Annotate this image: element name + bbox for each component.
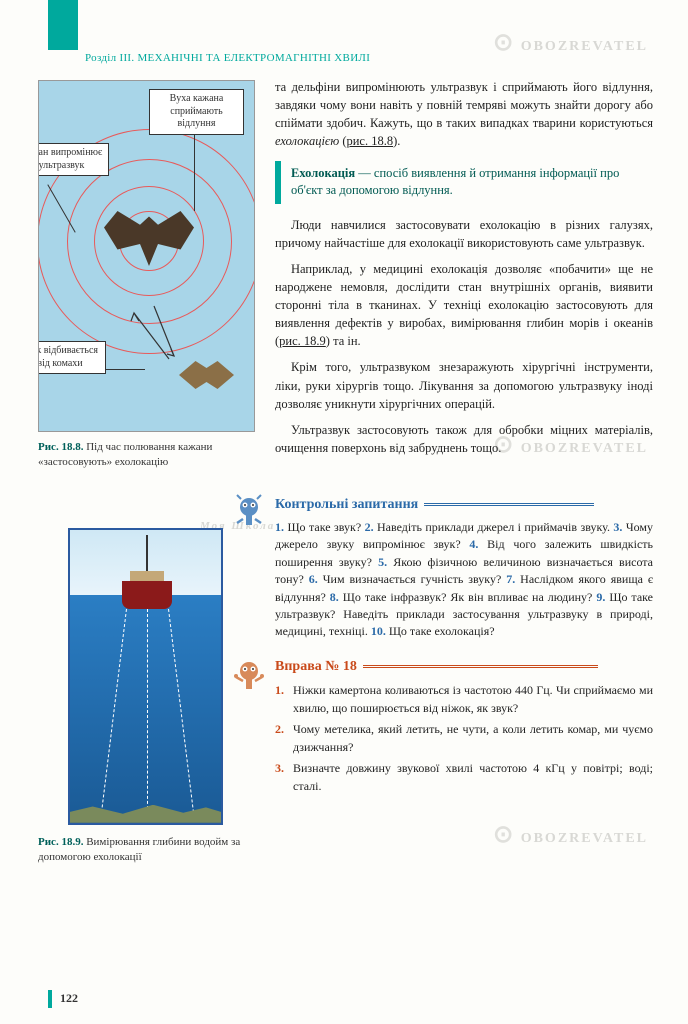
section-heading: Розділ III. МЕХАНІЧНІ ТА ЕЛЕКТРОМАГНІТНІ… [85,52,370,64]
figure-caption: Рис. 18.8. Під час полювання кажани «зас… [38,440,258,470]
sonar-beam [101,609,127,813]
exercise-text: Визначте довжину звукової хвилі частотою… [293,759,653,795]
question-number: 4. [469,537,487,551]
figure-18-9 [68,528,223,825]
question-number: 6. [309,572,323,586]
para-text: Крім того, ультразвуком знезаражують хір… [275,358,653,412]
figure-number: Рис. 18.9. [38,836,83,848]
textbook-page: Розділ III. МЕХАНІЧНІ ТА ЕЛЕКТРОМАГНІТНІ… [0,0,688,1024]
exercise-text: Ніжки камертона коливаються із частотою … [293,681,653,717]
para-text: Ультразвук застосовують також для обробк… [275,421,653,457]
ship-hull [122,581,172,609]
sonar-beam [147,609,148,814]
left-column: Вуха кажана сприймають відлуння Кажан ви… [38,80,258,892]
question-number: 2. [365,520,377,534]
question-text: Наведіть приклади джерел і приймачів зву… [377,520,613,534]
question-text: Що таке ехолокація? [389,624,495,638]
watermark-bot: ⊙ OBOZREVATEL [493,820,648,849]
paragraph: Крім того, ультразвуком знезаражують хір… [275,358,653,412]
definition-term: Ехолокація [291,166,355,180]
exercise-number: 1. [275,681,293,717]
right-column: та дельфіни випромінюють ультразвук і сп… [275,78,653,798]
question-text: Що таке звук? [287,520,364,534]
label-leader [105,369,145,370]
questions-section: Контрольні запитання 1. Що таке звук? 2.… [275,497,653,641]
para-text: Люди навчилися застосовувати ехолокацію … [275,216,653,252]
figure-label: Кажан випромінює ультразвук [39,143,109,176]
title-rule [363,665,598,668]
exercise-item: 2.Чому метелика, який летить, не чути, а… [275,720,653,756]
figure-label: Вуха кажана сприймають відлуння [149,89,244,135]
questions-body: 1. Що таке звук? 2. Наведіть приклади дж… [275,519,653,641]
question-number: 9. [596,590,609,604]
exercise-number: 3. [275,759,293,795]
paragraph: Люди навчилися застосовувати ехолокацію … [275,216,653,252]
para-text: та дельфіни випромінюють ультразвук і сп… [275,80,653,148]
question-text: Що таке інфразвук? Як він впливає на люд… [343,590,597,604]
question-number: 3. [613,520,625,534]
exercise-number: 2. [275,720,293,756]
para-text: Наприклад, у медицині ехолокація дозволя… [275,260,653,351]
exercise-text: Чому метелика, який летить, не чути, а к… [293,720,653,756]
sonar-beam [168,609,194,813]
page-number-accent [48,990,52,1008]
page-number: 122 [60,991,78,1006]
mascot-icon [233,657,265,693]
exercise-section: Вправа № 18 1.Ніжки камертона коливаютьс… [275,659,653,795]
paragraph: та дельфіни випромінюють ультразвук і сп… [275,78,653,151]
questions-title: Контрольні запитання [275,497,653,513]
exercise-title: Вправа № 18 [275,659,653,675]
exercise-list: 1.Ніжки камертона коливаються із частото… [275,681,653,795]
reflection-arrows [119,301,189,371]
question-number: 7. [506,572,520,586]
exercise-item: 3.Визначте довжину звукової хвилі частот… [275,759,653,795]
paragraph: Наприклад, у медицині ехолокація дозволя… [275,260,653,351]
watermark-top: ⊙ OBOZREVATEL [493,28,648,57]
question-number: 5. [378,555,393,569]
question-number: 1. [275,520,287,534]
paragraph: Ультразвук застосовують також для обробк… [275,421,653,457]
question-number: 10. [371,624,389,638]
mascot-icon [233,493,265,529]
figure-number: Рис. 18.8. [38,441,83,453]
ship-sea [70,595,221,823]
question-text: Чим визначається гучність звуку? [323,572,506,586]
header-accent-bar [48,0,78,50]
question-number: 8. [330,590,343,604]
figure-18-8: Вуха кажана сприймають відлуння Кажан ви… [38,80,255,432]
ship-mast [146,535,148,573]
title-rule [424,503,594,506]
seabed [70,805,221,823]
definition-block: Ехолокація — спосіб виявлення й отриманн… [275,161,653,204]
exercise-item: 1.Ніжки камертона коливаються із частото… [275,681,653,717]
label-leader [194,121,195,211]
bat-illustration: Вуха кажана сприймають відлуння Кажан ви… [39,81,254,431]
figure-caption: Рис. 18.9. Вимірювання глибини водойм за… [38,835,258,865]
figure-label: Звук відбивається від комахи [39,341,106,374]
